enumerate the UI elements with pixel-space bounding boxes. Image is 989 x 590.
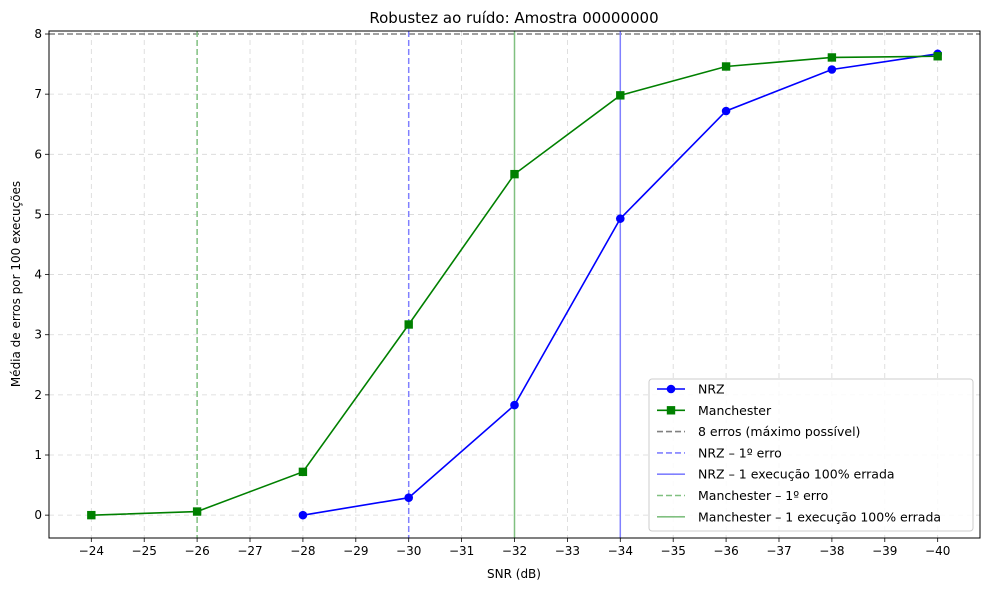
y-tick-label: 8 <box>34 27 42 41</box>
x-tick-label: −33 <box>555 544 580 558</box>
y-tick-label: 7 <box>34 87 42 101</box>
data-point-manchester <box>298 467 308 477</box>
data-point-manchester <box>404 320 413 329</box>
x-tick-label: −34 <box>608 544 633 558</box>
x-tick-label: −27 <box>237 544 262 558</box>
data-point-manchester <box>616 91 625 100</box>
legend-label-1: NRZ <box>698 382 725 397</box>
data-point-manchester <box>827 53 837 62</box>
reference-lines <box>49 31 980 538</box>
legend-label-7: Manchester – 1 execução 100% errada <box>698 509 941 524</box>
series-layer <box>87 49 942 520</box>
x-tick-label: −38 <box>819 544 844 558</box>
y-tick-label: 5 <box>34 207 42 221</box>
x-tick-label: −30 <box>396 544 421 558</box>
y-tick-label: 0 <box>34 508 42 522</box>
data-point-nrz <box>615 214 625 223</box>
y-tick-label: 4 <box>34 268 42 282</box>
x-tick-label: −31 <box>449 544 474 558</box>
x-tick-label: −39 <box>872 544 897 558</box>
y-tick-label: 1 <box>34 448 42 462</box>
x-tick-label: −32 <box>502 544 527 558</box>
chart-title: Robustez ao ruído: Amostra 00000000 <box>369 9 658 27</box>
y-tick-label: 2 <box>34 388 42 402</box>
x-tick-label: −28 <box>290 544 315 558</box>
x-tick-label: −26 <box>184 544 209 558</box>
data-point-manchester <box>510 169 519 179</box>
x-axis-label: SNR (dB) <box>487 567 541 581</box>
data-point-nrz <box>827 65 837 74</box>
x-tick-label: −40 <box>925 544 950 558</box>
x-tick-label: −35 <box>661 544 686 558</box>
x-axis: −24 −25 −26 −27 −28 −29 −30 −31 −32 −33 −34 −35 −36 −… <box>79 538 950 558</box>
legend-label-6: Manchester – 1º erro <box>698 488 828 503</box>
y-tick-label: 6 <box>34 147 42 161</box>
data-point-nrz <box>298 510 308 520</box>
data-point-manchester <box>192 507 202 516</box>
data-point-nrz <box>721 106 731 116</box>
x-tick-label: −36 <box>713 544 738 558</box>
x-tick-label: −25 <box>132 544 157 558</box>
data-point-manchester <box>933 52 942 61</box>
data-point-nrz <box>404 493 414 503</box>
x-tick-label: −29 <box>343 544 368 558</box>
legend-label-2: Manchester <box>698 403 772 418</box>
data-point-manchester <box>87 510 96 520</box>
legend-label-4: NRZ – 1º erro <box>698 445 782 460</box>
legend-marker-2 <box>666 406 676 415</box>
legend-label-5: NRZ – 1 execução 100% errada <box>698 467 895 482</box>
x-tick-label: −37 <box>766 544 791 558</box>
y-axis: 0 1 2 3 4 5 6 7 8 <box>34 27 49 522</box>
y-axis-label: Média de erros por 100 execuções <box>9 181 23 387</box>
y-tick-label: 3 <box>34 328 42 342</box>
legend-marker-1 <box>666 384 676 394</box>
legend: NRZ Manchester 8 erros (máximo possível) NR… <box>648 378 974 532</box>
x-tick-label: −24 <box>79 544 104 558</box>
legend-box <box>648 378 974 532</box>
legend-label-3: 8 erros (máximo possível) <box>698 424 860 439</box>
data-point-manchester <box>721 62 731 71</box>
data-point-nrz <box>510 400 519 410</box>
